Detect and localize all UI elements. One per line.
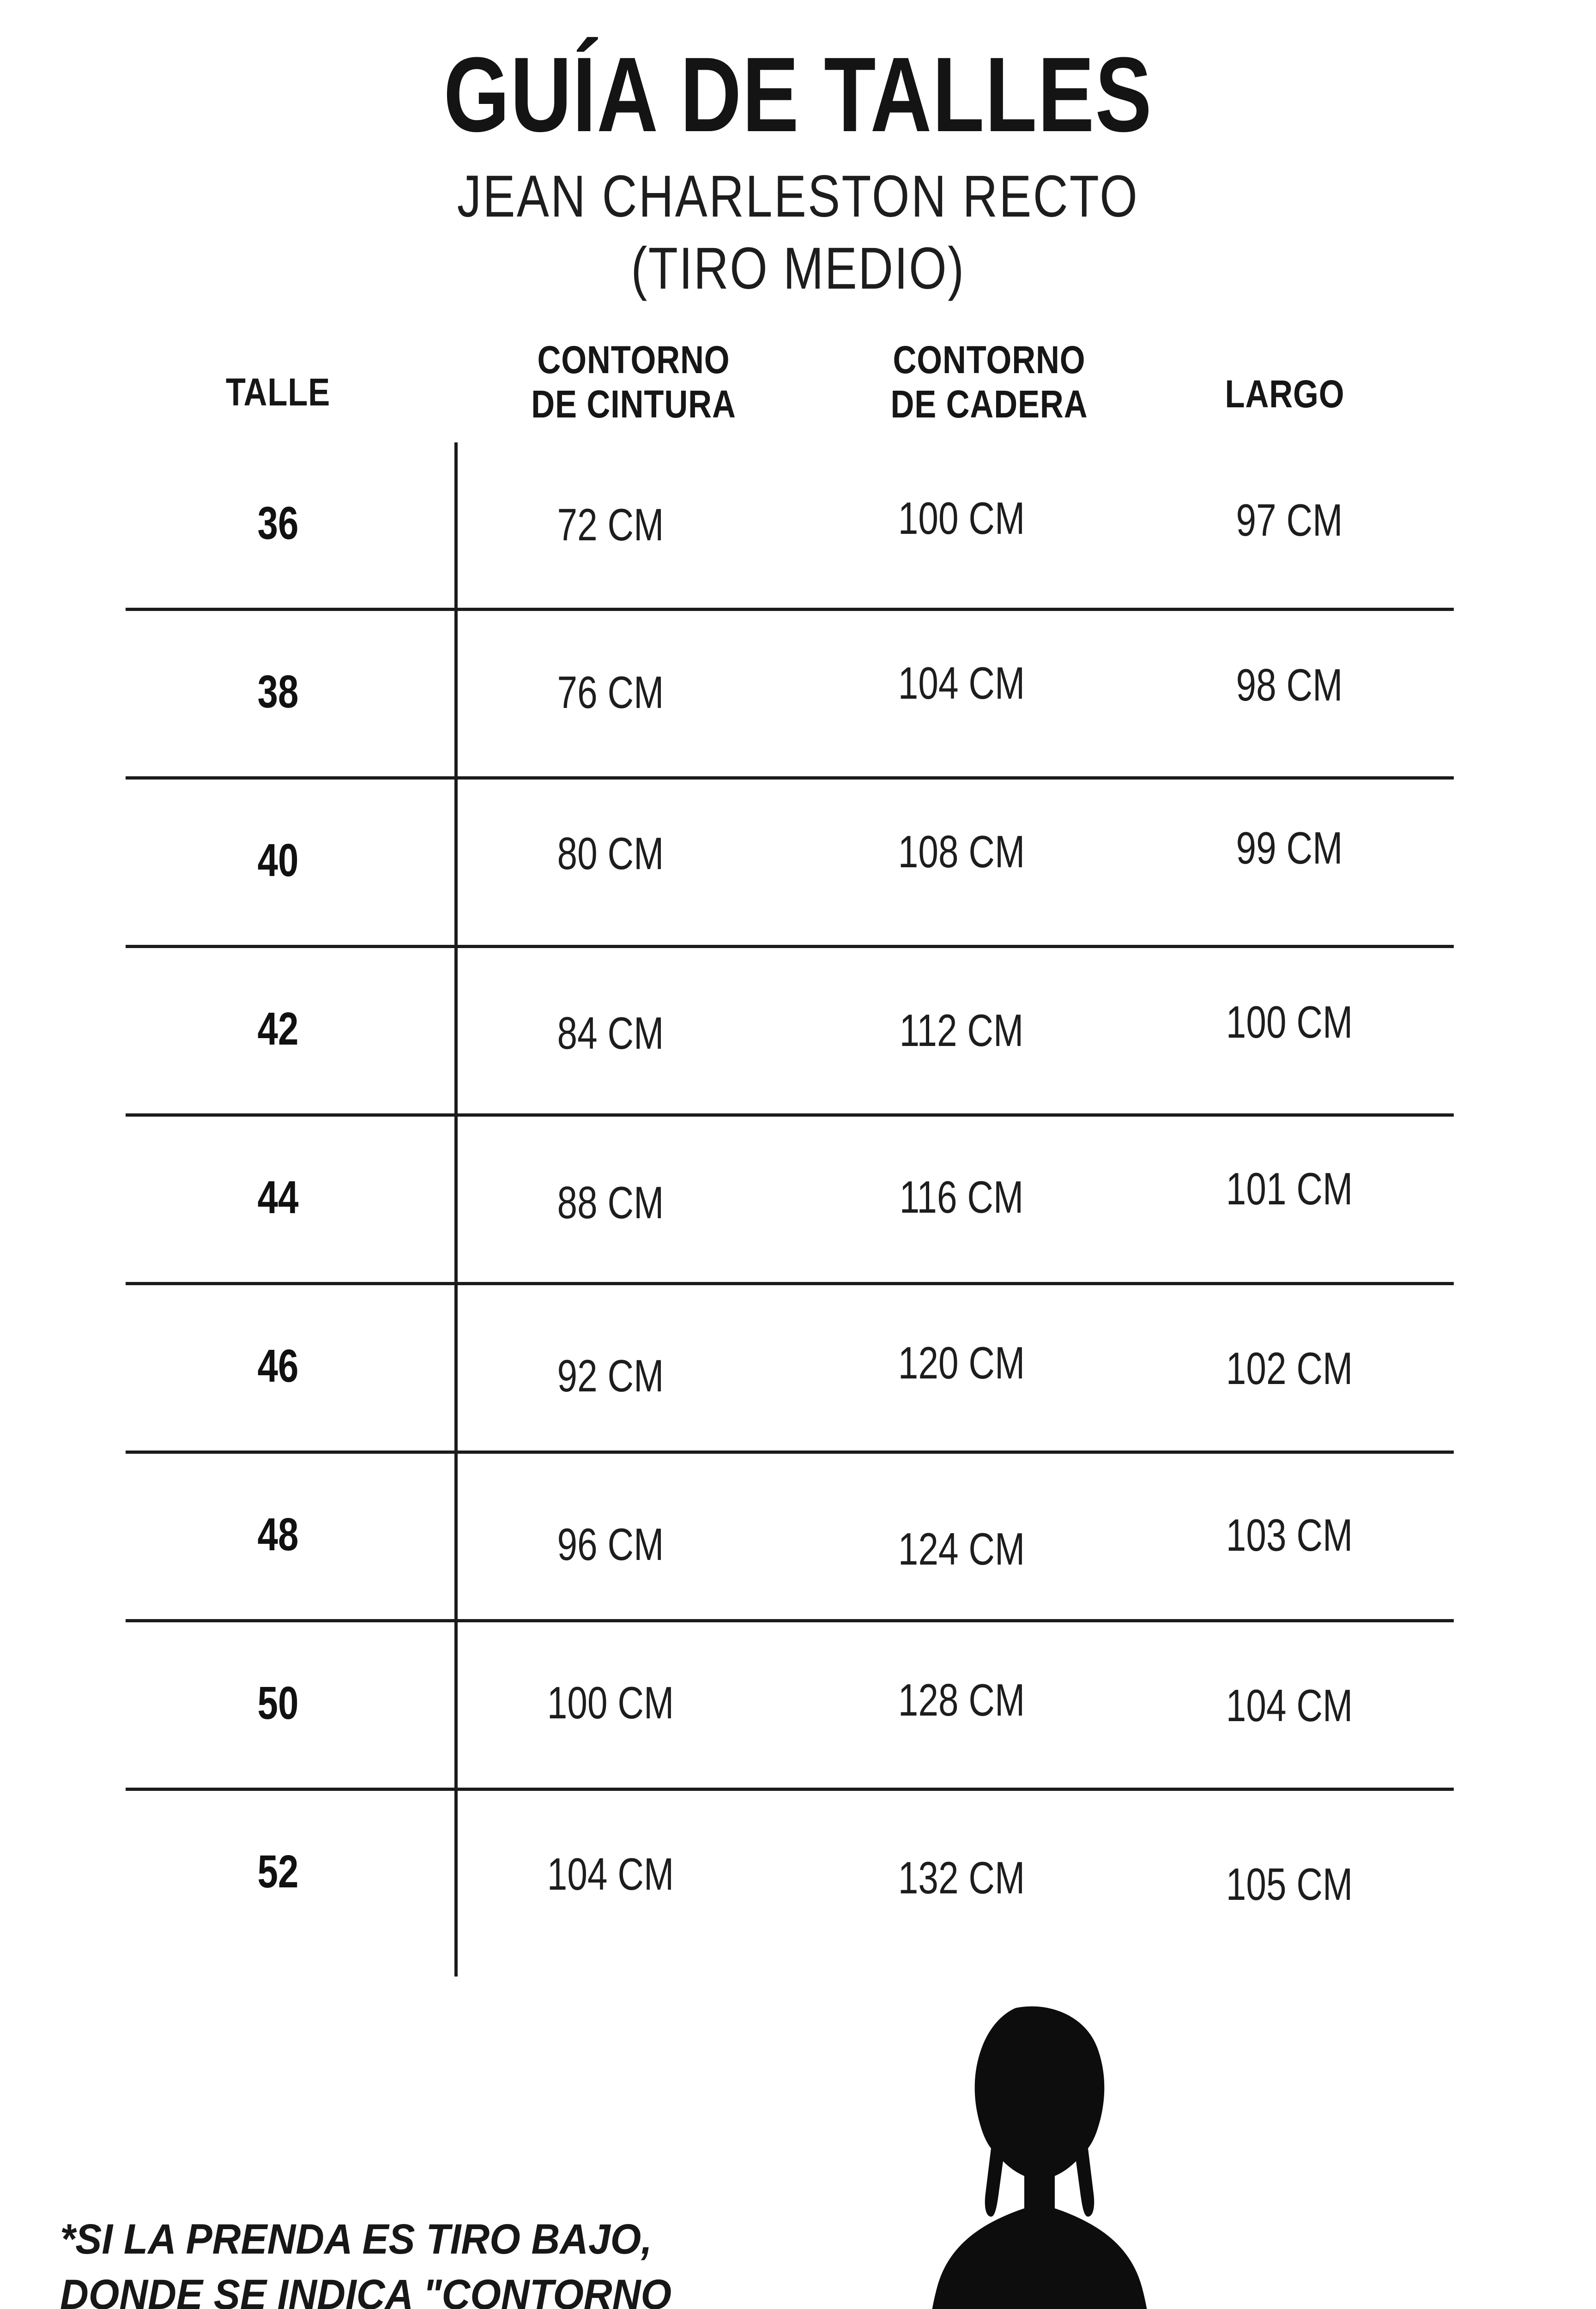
table-row: 52 104 CM 132 CM 105 CM <box>126 1791 1454 1956</box>
table-row: 38 76 CM 104 CM 98 CM <box>126 611 1454 780</box>
cell-largo: 98 CM <box>1236 659 1343 710</box>
cell-largo: 102 CM <box>1226 1343 1353 1394</box>
page-title: GUÍA DE TALLES <box>443 35 1153 154</box>
female-silhouette-icon <box>932 2006 1147 2309</box>
cell-talle: 40 <box>257 834 299 886</box>
cell-cadera: 104 CM <box>898 658 1025 708</box>
cell-cadera: 124 CM <box>898 1523 1025 1574</box>
table-row: 44 88 CM 116 CM 101 CM <box>126 1117 1454 1285</box>
column-header-largo: LARGO <box>1225 372 1345 416</box>
product-name: JEAN CHARLESTON RECTO <box>457 163 1139 230</box>
table-row: 46 92 CM 120 CM 102 CM <box>126 1285 1454 1454</box>
cell-talle: 44 <box>257 1172 299 1223</box>
table-row: 42 84 CM 112 CM 100 CM <box>126 948 1454 1117</box>
cell-largo: 101 CM <box>1226 1163 1353 1214</box>
page-header: GUÍA DE TALLES JEAN CHARLESTON RECTO (TI… <box>0 0 1596 298</box>
table-row: 36 72 CM 100 CM 97 CM <box>126 442 1454 611</box>
cell-cadera: 128 CM <box>898 1674 1025 1725</box>
column-divider-line <box>454 442 458 1977</box>
cell-cintura: 92 CM <box>557 1350 664 1401</box>
cell-talle: 42 <box>257 1003 299 1055</box>
column-header-talle: TALLE <box>225 370 331 414</box>
cell-cintura: 104 CM <box>547 1849 674 1899</box>
cell-cadera: 120 CM <box>898 1337 1025 1388</box>
cell-talle: 50 <box>257 1677 299 1729</box>
cell-talle: 46 <box>257 1340 299 1392</box>
note-tiro-bajo: *SI LA PRENDA ES TIRO BAJO, DONDE SE IND… <box>60 2216 672 2309</box>
cell-largo: 104 CM <box>1226 1680 1353 1731</box>
column-header-contorno-de-cadera: CONTORNO DE CADERA <box>890 338 1088 426</box>
cell-cadera: 112 CM <box>899 1005 1024 1056</box>
table-row: 40 80 CM 108 CM 99 CM <box>126 780 1454 948</box>
cell-cintura: 72 CM <box>557 499 664 550</box>
cell-largo: 99 CM <box>1236 822 1343 873</box>
cell-cintura: 88 CM <box>557 1177 664 1228</box>
product-rise: (TIRO MEDIO) <box>631 236 965 302</box>
cell-talle: 38 <box>257 666 299 718</box>
cell-largo: 97 CM <box>1236 495 1343 545</box>
cell-cintura: 80 CM <box>557 828 664 879</box>
body-silhouette-figure <box>785 2000 1293 2309</box>
cell-cadera: 100 CM <box>898 493 1025 544</box>
cell-cintura: 76 CM <box>557 667 664 718</box>
cell-cintura: 84 CM <box>557 1008 664 1058</box>
cell-cintura: 100 CM <box>547 1677 674 1728</box>
table-row: 50 100 CM 128 CM 104 CM <box>126 1622 1454 1791</box>
cell-cadera: 108 CM <box>898 826 1025 877</box>
cell-talle: 36 <box>257 497 299 549</box>
cell-talle: 48 <box>257 1509 299 1560</box>
cell-largo: 105 CM <box>1226 1859 1353 1910</box>
size-chart-table: TALLE CONTORNO DE CINTURA CONTORNO DE CA… <box>126 328 1454 1977</box>
cell-cintura: 96 CM <box>557 1519 664 1570</box>
silhouette-svg <box>932 2006 1147 2309</box>
table-body: 36 72 CM 100 CM 97 CM 38 76 CM 104 CM 98 CM 40 80… <box>126 442 1454 1956</box>
column-header-contorno-de-cintura: CONTORNO DE CINTURA <box>531 338 736 426</box>
table-header-row: TALLE CONTORNO DE CINTURA CONTORNO DE CA… <box>126 328 1454 442</box>
cell-cadera: 132 CM <box>898 1852 1025 1903</box>
table-row: 48 96 CM 124 CM 103 CM <box>126 1454 1454 1622</box>
cell-largo: 100 CM <box>1226 997 1353 1047</box>
cell-cadera: 116 CM <box>899 1172 1024 1222</box>
cell-talle: 52 <box>257 1846 299 1898</box>
cell-largo: 103 CM <box>1226 1510 1353 1560</box>
